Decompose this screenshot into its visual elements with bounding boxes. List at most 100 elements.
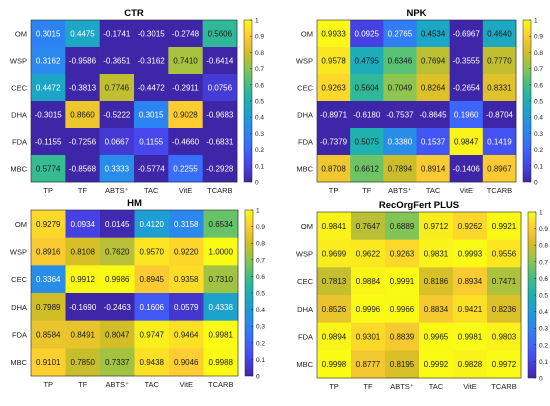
cell-value-label: 0.9279 <box>36 220 61 229</box>
cell-value-label: 0.3162 <box>36 57 61 66</box>
cell-value-label: 0.7310 <box>209 275 234 284</box>
heatmap-cell <box>385 239 420 268</box>
heatmap-cell <box>202 74 238 102</box>
colorbar-tick-label: 0.7 <box>256 257 265 264</box>
cell-value-label: 0.8967 <box>487 165 512 174</box>
column-label: VitE <box>179 186 193 195</box>
heatmap-cell <box>169 293 204 321</box>
row-label: WSP <box>10 248 27 257</box>
heatmap-cell <box>416 155 450 183</box>
heatmap-cell <box>31 320 66 349</box>
row-label: OM <box>15 30 27 39</box>
cell-value-label: 0.9972 <box>492 360 517 369</box>
heatmap-cell <box>350 155 384 183</box>
cell-value-label: -0.2911 <box>172 84 199 93</box>
heatmap-cell <box>449 155 484 183</box>
heatmap-cell <box>31 293 66 321</box>
column-label: VitE <box>463 382 477 391</box>
row-label: FDA <box>12 138 27 147</box>
cell-value-label: 0.9933 <box>321 30 346 39</box>
heatmap-cell <box>203 237 239 266</box>
cell-value-label: 0.9998 <box>322 360 347 369</box>
cell-value-label: 0.7471 <box>492 277 517 286</box>
heatmap-cell <box>449 74 484 102</box>
cell-value-label: 0.3333 <box>105 165 130 174</box>
column-label: TAC <box>426 186 441 195</box>
cell-value-label: 0.0145 <box>105 220 130 229</box>
heatmap-cell <box>419 295 454 323</box>
cell-value-label: 0.8777 <box>356 360 381 369</box>
heatmap-cell <box>453 295 488 323</box>
heatmap-cell <box>169 237 204 266</box>
colorbar-tick-label: 0.7 <box>539 259 548 266</box>
column-label: TP <box>329 186 339 195</box>
cell-value-label: 0.8584 <box>36 331 61 340</box>
colorbar-tick-label: 0.3 <box>534 131 543 138</box>
cell-value-label: 0.7620 <box>105 248 130 257</box>
cell-value-label: -0.1690 <box>69 303 97 312</box>
cell-value-label: -0.9586 <box>69 57 97 66</box>
heatmap-cell <box>350 128 384 156</box>
heatmap-cell <box>99 47 135 75</box>
cell-value-label: 0.9301 <box>356 333 381 342</box>
cell-value-label: 0.7894 <box>388 165 413 174</box>
cell-value-label: -0.2654 <box>453 84 481 93</box>
cell-value-label: 0.2255 <box>173 165 198 174</box>
cell-value-label: 0.9464 <box>174 331 199 340</box>
heatmap-cell <box>383 74 417 102</box>
colorbar-tick-label: 0.4 <box>534 115 543 122</box>
heatmap-cell <box>416 74 450 102</box>
heatmap-cell <box>168 47 203 75</box>
cell-value-label: 0.0667 <box>105 138 130 147</box>
heatmap-cell <box>100 237 135 266</box>
column-label: TP <box>43 380 53 389</box>
cell-value-label: 0.8331 <box>487 84 512 93</box>
cell-value-label: 0.7694 <box>421 57 446 66</box>
cell-value-label: -0.6180 <box>353 111 381 120</box>
heatmap-cell <box>351 350 386 379</box>
row-label: MBC <box>10 358 27 367</box>
cell-value-label: 0.9438 <box>140 358 165 367</box>
column-label: ABTS⁺ <box>390 382 414 391</box>
colorbar-tick-label: 1 <box>534 18 538 25</box>
cell-value-label: 0.8491 <box>71 331 96 340</box>
heatmap-cell <box>383 20 417 48</box>
heatmap-cell <box>482 74 517 102</box>
heatmap-cell <box>202 47 238 75</box>
cell-value-label: -0.2463 <box>104 303 132 312</box>
heatmap-cell <box>100 293 135 321</box>
heatmap-cell <box>65 20 100 48</box>
cell-value-label: 0.9912 <box>71 275 96 284</box>
heatmap-cell <box>317 74 351 102</box>
cell-value-label: 0.9263 <box>390 250 415 259</box>
cell-value-label: -0.6967 <box>453 30 481 39</box>
colorbar-tick-label: 0.8 <box>255 50 264 57</box>
cell-value-label: 0.9747 <box>140 331 165 340</box>
row-label: DHA <box>297 111 313 120</box>
cell-value-label: 0.7813 <box>322 277 347 286</box>
colorbar-tick-label: 0.9 <box>534 34 543 41</box>
row-label: CEC <box>297 84 313 93</box>
cell-value-label: 0.9884 <box>356 277 381 286</box>
cell-value-label: 1.0000 <box>209 248 234 257</box>
heatmap-cell <box>169 265 204 294</box>
heatmap-cell <box>453 322 488 351</box>
heatmap-cell <box>202 20 238 48</box>
cell-value-label: 0.7989 <box>36 303 61 312</box>
colorbar-tick-label: 0.1 <box>256 357 265 364</box>
column-label: TF <box>78 186 88 195</box>
heatmap-cell <box>203 210 239 238</box>
colorbar-tick-label: 0.9 <box>256 224 265 231</box>
cell-value-label: 0.9556 <box>492 250 517 259</box>
cell-value-label: 0.7647 <box>356 222 381 231</box>
heatmap-cell <box>134 210 170 238</box>
cell-value-label: 0.4640 <box>487 30 512 39</box>
cell-value-label: 0.7770 <box>487 57 512 66</box>
heatmap-cell <box>419 239 454 268</box>
heatmap-cell <box>168 155 203 183</box>
row-label: CEC <box>297 277 313 286</box>
column-label: TAC <box>144 186 159 195</box>
colorbar-tick-label: 0.2 <box>534 147 543 154</box>
cell-value-label: 0.8526 <box>322 305 347 314</box>
